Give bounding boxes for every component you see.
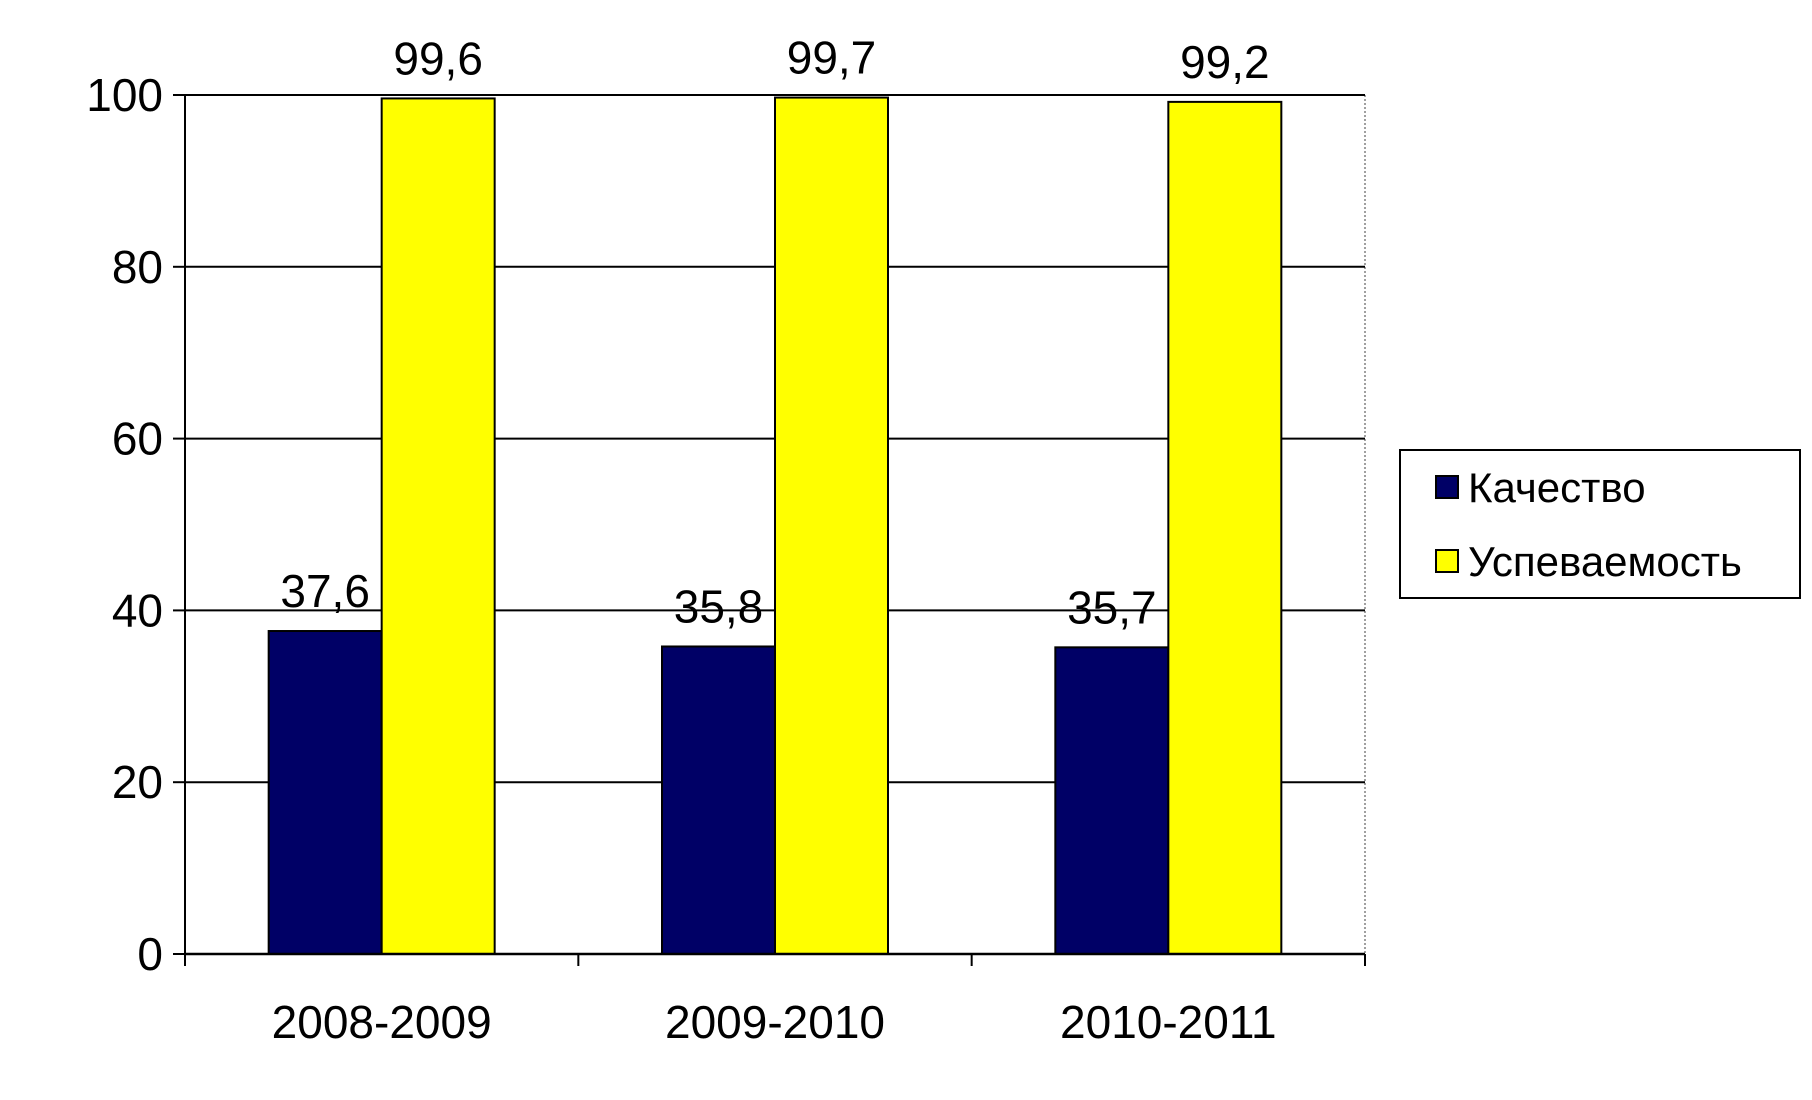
x-tick-label-2010-2011: 2010-2011 <box>1060 996 1277 1048</box>
bar-kachestvo-2008-2009 <box>267 630 383 955</box>
y-tick-label-60: 60 <box>112 413 163 465</box>
bar-uspevaemost-2009-2010 <box>774 96 889 955</box>
bar-kachestvo-2009-2010 <box>661 645 776 956</box>
data-label-uspevaemost-2009-2010: 99,7 <box>787 32 877 84</box>
legend-label-kachestvo: Качество <box>1468 464 1646 511</box>
legend-swatch-uspevaemost <box>1435 549 1459 573</box>
data-label-kachestvo-2009-2010: 35,8 <box>674 580 764 632</box>
legend-label-uspevaemost: Успеваемость <box>1468 538 1742 585</box>
data-label-kachestvo-2008-2009: 37,6 <box>280 565 370 617</box>
y-tick-label-80: 80 <box>112 241 163 293</box>
bar-uspevaemost-2010-2011 <box>1167 100 1283 955</box>
y-tick-label-100: 100 <box>86 69 163 121</box>
data-label-uspevaemost-2008-2009: 99,6 <box>393 32 483 84</box>
data-label-kachestvo-2010-2011: 35,7 <box>1067 581 1157 633</box>
x-tick-label-2008-2009: 2008-2009 <box>272 996 492 1048</box>
legend-swatch-kachestvo <box>1435 475 1459 499</box>
legend-box <box>1399 449 1801 599</box>
y-tick-label-40: 40 <box>112 584 163 636</box>
y-tick-label-0: 0 <box>137 928 163 980</box>
axes <box>173 94 1366 966</box>
x-tick-label-2009-2010: 2009-2010 <box>665 996 885 1048</box>
labels: 0 20 40 60 80 100 37,6 99,6 2008-2009 35,8 99,7 200… <box>86 32 1276 1048</box>
data-label-uspevaemost-2010-2011: 99,2 <box>1180 36 1270 88</box>
legend: Качество Успеваемость <box>1399 449 1801 599</box>
bars <box>267 96 1283 956</box>
bar-kachestvo-2010-2011 <box>1054 646 1170 955</box>
y-tick-label-20: 20 <box>112 756 163 808</box>
bar-uspevaemost-2008-2009 <box>380 97 496 956</box>
